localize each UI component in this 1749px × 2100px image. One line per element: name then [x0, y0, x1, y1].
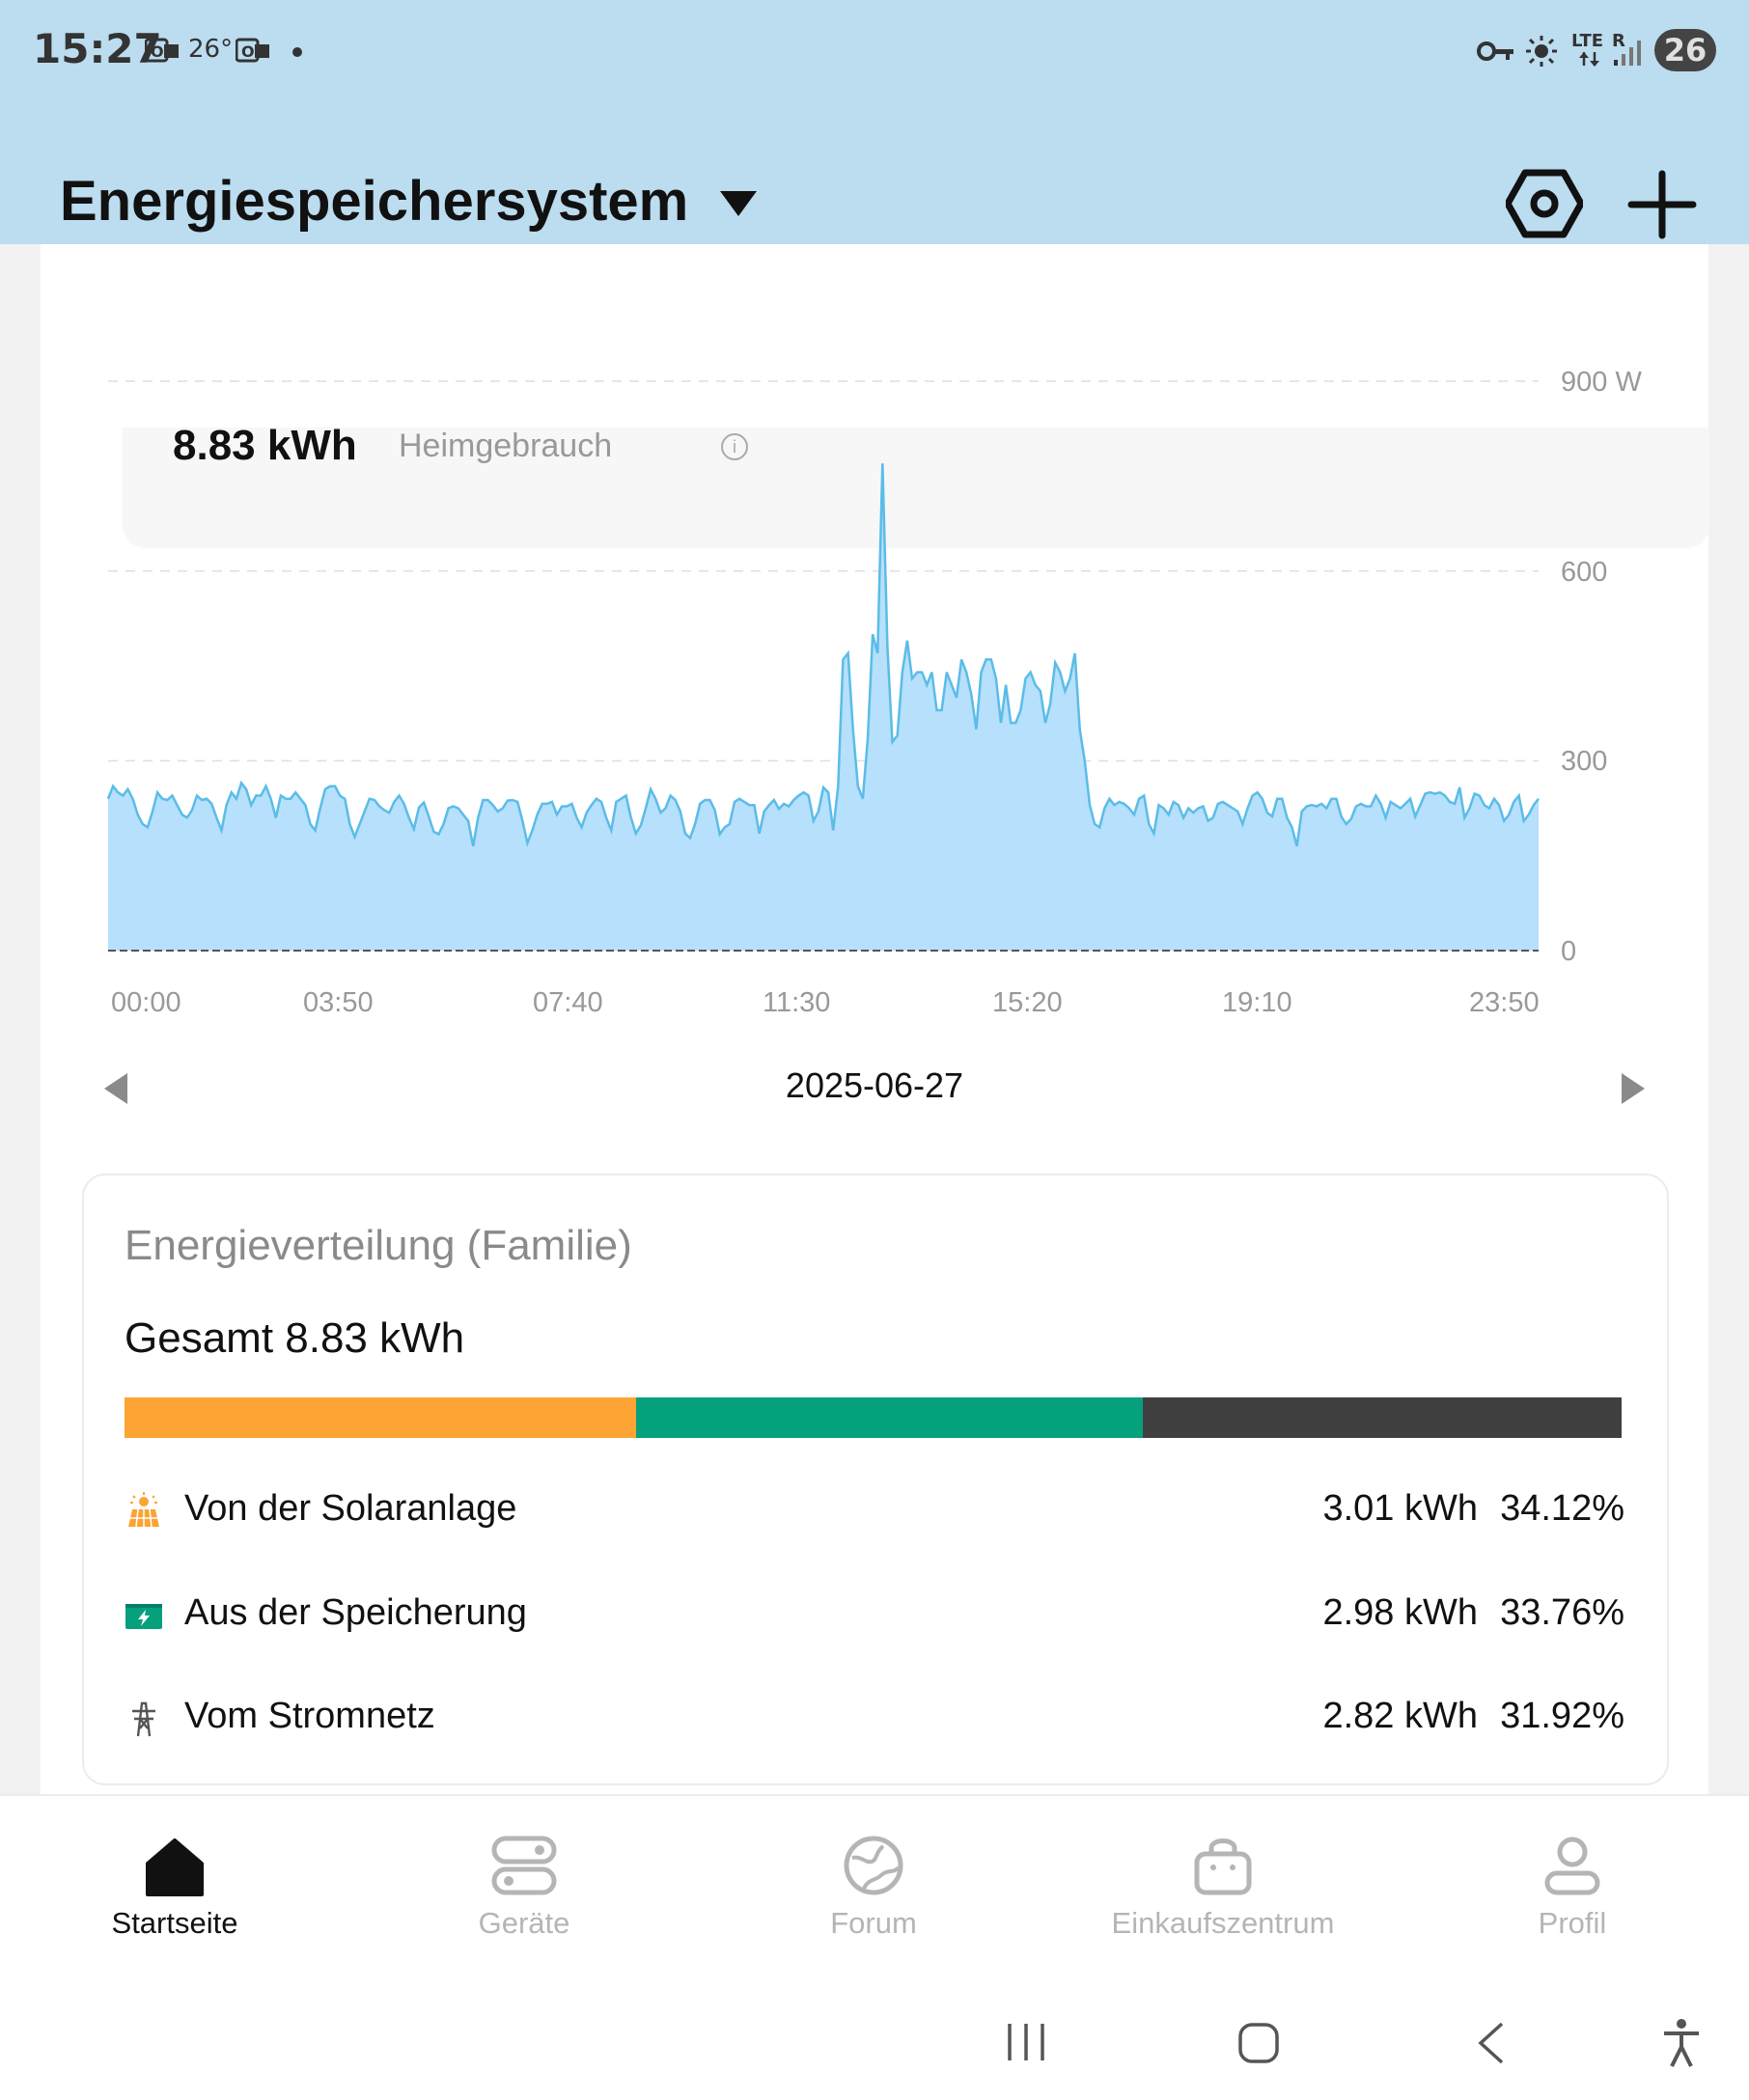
network-roaming: R [1612, 31, 1625, 51]
solar-kwh: 3.01 kWh [1322, 1488, 1478, 1529]
grid-kwh: 2.82 kWh [1322, 1696, 1478, 1736]
battery-kwh: 2.98 kWh [1322, 1592, 1478, 1633]
home-button-icon[interactable] [1237, 2022, 1280, 2064]
power-tower-icon [132, 1701, 155, 1737]
distribution-row-grid: Vom Stromnetz 2.82 kWh 31.92% [125, 1690, 1624, 1748]
selected-date[interactable]: 2025-06-27 [785, 1065, 964, 1105]
network-type: LTE [1571, 31, 1604, 51]
previous-day-arrow-icon[interactable] [102, 1071, 129, 1106]
svg-text:O: O [151, 42, 164, 61]
vpn-key-icon [1477, 41, 1513, 61]
solar-percent: 34.12% [1500, 1488, 1624, 1529]
nav-label: Einkaufszentrum [1111, 1906, 1335, 1940]
shopping-bag-icon [1194, 1838, 1252, 1895]
back-icon[interactable] [1477, 2022, 1506, 2064]
svg-text:O: O [241, 42, 255, 61]
dot-icon [292, 47, 302, 57]
x-tick-label: 23:50 [1469, 987, 1540, 1018]
battery-percent: 33.76% [1500, 1592, 1624, 1633]
power-chart: 900 W 600 300 0 00:00 03:50 07:40 11:30 15:20 19:… [106, 367, 1642, 1018]
info-icon[interactable]: i [721, 433, 748, 460]
distribution-title: Energieverteilung (Familie) [125, 1222, 632, 1269]
status-temperature: 26° [188, 35, 234, 64]
notification-icon: O [145, 38, 179, 63]
nav-profil[interactable]: Profil [1428, 1835, 1717, 1941]
grid-percent: 31.92% [1500, 1696, 1624, 1736]
y-tick-label: 600 [1561, 557, 1607, 588]
x-tick-label: 07:40 [533, 987, 603, 1018]
system-navigation-bar [0, 1968, 1749, 2100]
signal-icon [1614, 41, 1641, 66]
data-arrows-icon [1579, 52, 1599, 67]
x-tick-label: 00:00 [111, 987, 181, 1018]
nav-startseite[interactable]: Startseite [30, 1835, 319, 1941]
nav-label: Startseite [111, 1906, 238, 1940]
globe-icon [844, 1836, 903, 1895]
y-tick-label: 0 [1561, 936, 1576, 967]
distribution-bar-segment [636, 1397, 1143, 1438]
x-tick-label: 19:10 [1222, 987, 1292, 1018]
profile-icon [1544, 1837, 1600, 1895]
date-navigator: 2025-06-27 [102, 1065, 1647, 1106]
daily-summary: 8.83 kWh Heimgebrauch i [123, 428, 1709, 548]
grid-label: Vom Stromnetz [184, 1696, 435, 1736]
solar-panel-icon [128, 1492, 159, 1528]
distribution-bar-segment [125, 1397, 637, 1438]
x-tick-label: 03:50 [303, 987, 374, 1018]
recent-apps-icon[interactable] [1006, 2022, 1046, 2062]
distribution-bar-segment [1142, 1397, 1622, 1438]
nav-einkaufszentrum[interactable]: Einkaufszentrum [1078, 1835, 1368, 1941]
nav-geraete[interactable]: Geräte [379, 1835, 669, 1941]
power-line [106, 463, 1540, 847]
battery-indicator: 26 [1654, 29, 1716, 71]
notification-icon: O [236, 38, 269, 63]
nav-label: Profil [1538, 1906, 1607, 1940]
y-tick-label: 900 W [1561, 367, 1642, 398]
nav-forum[interactable]: Forum [729, 1835, 1018, 1941]
caret-down-icon[interactable] [718, 189, 759, 218]
summary-label: Heimgebrauch [399, 428, 613, 464]
devices-icon [491, 1836, 557, 1895]
x-tick-label: 11:30 [763, 987, 830, 1018]
x-tick-label: 15:20 [992, 987, 1063, 1018]
brightness-icon [1526, 36, 1557, 67]
nav-label: Geräte [478, 1906, 570, 1940]
accessibility-icon[interactable] [1662, 2018, 1701, 2068]
y-tick-label: 300 [1561, 746, 1607, 777]
distribution-row-battery: Aus der Speicherung 2.98 kWh 33.76% [125, 1587, 1624, 1644]
solar-label: Von der Solaranlage [184, 1488, 517, 1529]
distribution-total: Gesamt 8.83 kWh [125, 1314, 465, 1362]
power-area [108, 463, 1539, 951]
distribution-row-solar: Von der Solaranlage 3.01 kWh 34.12% [125, 1482, 1624, 1540]
settings-button[interactable] [1506, 169, 1583, 238]
status-time: 15:27 [33, 25, 162, 72]
battery-icon [125, 1604, 162, 1629]
next-day-arrow-icon[interactable] [1620, 1071, 1647, 1106]
top-bar: 15:27 O 26° O LTE R 26 Energiespeichersy… [0, 0, 1749, 244]
battery-label: Aus der Speicherung [184, 1592, 527, 1633]
distribution-bar [125, 1397, 1624, 1438]
add-button[interactable] [1627, 170, 1697, 239]
summary-value: 8.83 kWh [173, 428, 357, 469]
energy-distribution-card: Energieverteilung (Familie) Gesamt 8.83 … [82, 1174, 1669, 1785]
page-title[interactable]: Energiespeichersystem [60, 170, 689, 233]
bottom-navigation: Startseite Geräte Forum Einkaufszentrum … [0, 1794, 1749, 1968]
nav-label: Forum [830, 1906, 917, 1940]
status-bar: 15:27 O 26° O LTE R 26 [0, 0, 1749, 106]
home-icon [146, 1838, 204, 1896]
